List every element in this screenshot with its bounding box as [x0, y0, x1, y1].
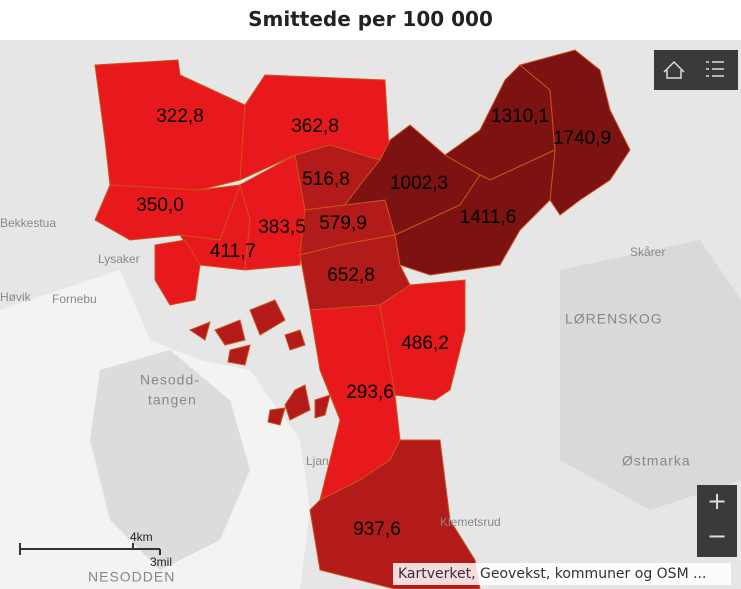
place-label: Bekkestua: [0, 216, 56, 230]
place-label: Ljan: [306, 454, 329, 468]
place-label: Nesodd-: [140, 372, 200, 388]
district-label: 937,6: [353, 519, 401, 540]
place-label: LØRENSKOG: [565, 311, 663, 327]
place-label: Høvik: [0, 290, 32, 304]
district-label: 362,8: [291, 116, 339, 137]
island: [314, 394, 331, 419]
district: [154, 239, 201, 306]
island: [214, 319, 246, 346]
place-label: Klemetsrud: [440, 515, 501, 529]
island: [249, 299, 286, 336]
place-label: Lysaker: [98, 252, 140, 266]
place-label: Østmarka: [622, 453, 691, 469]
district-label: 1740,9: [553, 128, 611, 149]
place-label: tangen: [148, 392, 197, 408]
island: [188, 321, 211, 341]
district-label: 322,8: [156, 106, 204, 127]
district-label: 1310,1: [491, 106, 549, 127]
map-title: Smittede per 100 000: [248, 7, 493, 31]
attribution-box: [393, 563, 731, 585]
island: [267, 407, 286, 426]
district-label: 411,7: [210, 241, 256, 262]
district-label: 1411,6: [460, 207, 517, 228]
legend-button[interactable]: [694, 50, 738, 90]
district: [379, 279, 466, 401]
island: [284, 329, 306, 351]
district-label: 383,5: [258, 217, 306, 238]
zoom-in[interactable]: +: [707, 487, 727, 515]
zoom-panel: [697, 485, 737, 557]
district-label: 1002,3: [390, 173, 448, 194]
place-label: NESODDEN: [88, 569, 175, 585]
scale-label: 3mil: [150, 555, 172, 569]
district: [394, 149, 556, 276]
place-label: Skårer: [630, 245, 665, 259]
zoom-out[interactable]: −: [707, 522, 727, 550]
island: [284, 384, 311, 421]
district-label: 350,0: [136, 195, 184, 216]
district-label: 486,2: [401, 333, 449, 354]
home-button[interactable]: [654, 50, 694, 90]
district-label: 579,9: [319, 213, 367, 234]
land: [90, 350, 250, 570]
district: [518, 49, 631, 216]
district-label: 652,8: [327, 265, 375, 286]
scale-label: 4km: [130, 530, 153, 544]
attribution: Kartverket, Geovekst, kommuner og OSM ..…: [398, 566, 706, 582]
district-label: 516,8: [302, 169, 350, 190]
land: [560, 240, 741, 510]
island: [227, 344, 251, 366]
district-label: 293,6: [346, 382, 394, 403]
district: [309, 439, 481, 589]
districts: 322,8 362,8 350,0 411,7 383,5 516,8 579,…: [0, 49, 691, 589]
place-label: Fornebu: [52, 292, 97, 306]
map: 322,8 362,8 350,0 411,7 383,5 516,8 579,…: [0, 40, 741, 589]
